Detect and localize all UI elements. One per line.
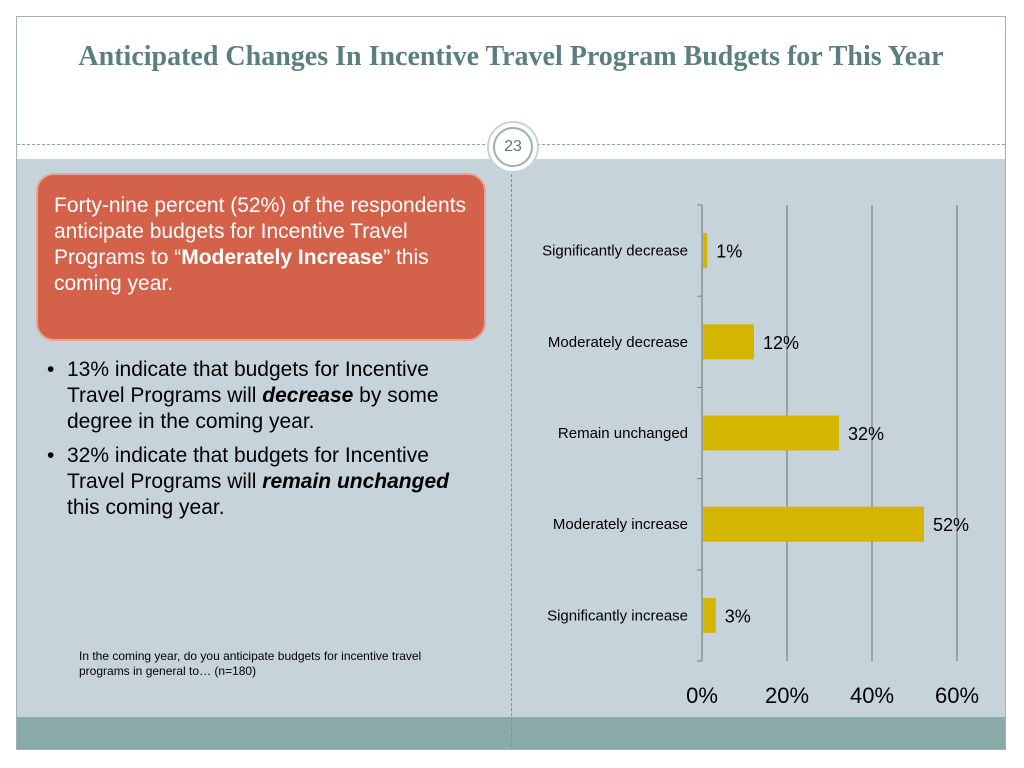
- chart-svg: Significantly decrease 1% Moderately decre…: [542, 204, 979, 708]
- bullet-text: 13% indicate that budgets for Incentive …: [67, 358, 429, 407]
- callout-text-after: ” this coming year.: [54, 246, 429, 295]
- x-tick-label: 20%: [765, 683, 809, 708]
- x-tick-label: 40%: [850, 683, 894, 708]
- category-label: Moderately decrease: [548, 334, 688, 351]
- bullet-marker: •: [47, 358, 55, 381]
- category-label: Moderately increase: [553, 516, 688, 533]
- data-label: 3%: [725, 606, 751, 626]
- bullet-text-after: this coming year.: [67, 496, 225, 519]
- slide: Anticipated Changes In Incentive Travel …: [16, 16, 1006, 750]
- category-label: Remain unchanged: [558, 425, 688, 442]
- bar: [703, 233, 708, 269]
- slide-title: Anticipated Changes In Incentive Travel …: [78, 41, 944, 72]
- x-tick-label: 60%: [935, 683, 979, 708]
- callout-text-before: Forty-nine percent (52%) of the responde…: [54, 194, 467, 269]
- bullet-emphasis: remain unchanged: [262, 470, 449, 493]
- bullet-item: • 13% indicate that budgets for Incentiv…: [47, 357, 467, 435]
- bullet-item: • 32% indicate that budgets for Incentiv…: [47, 443, 467, 521]
- category-label: Significantly decrease: [542, 243, 688, 260]
- callout-bold: Moderately Increase: [181, 246, 384, 269]
- data-label: 52%: [933, 515, 969, 535]
- bar: [703, 324, 754, 360]
- bar-chart: Significantly decrease 1% Moderately decre…: [511, 159, 1005, 717]
- bar: [703, 415, 839, 451]
- bar: [703, 506, 924, 542]
- callout-box: Forty-nine percent (52%) of the responde…: [36, 173, 486, 341]
- column-divider: [511, 159, 512, 749]
- data-label: 32%: [848, 424, 884, 444]
- bullet-list: • 13% indicate that budgets for Incentiv…: [47, 357, 467, 529]
- survey-question-note: In the coming year, do you anticipate bu…: [79, 649, 422, 678]
- data-label: 12%: [763, 333, 799, 353]
- data-label: 1%: [716, 242, 742, 262]
- bullet-text-after: by some degree in the coming year.: [67, 384, 439, 433]
- page-number: 23: [493, 127, 533, 167]
- category-label: Significantly increase: [547, 607, 688, 624]
- bullet-text: 32% indicate that budgets for Incentive …: [67, 444, 429, 493]
- bar: [703, 597, 716, 633]
- bullet-emphasis: decrease: [262, 384, 354, 407]
- x-tick-label: 0%: [686, 683, 718, 708]
- page-number-badge: 23: [487, 121, 539, 173]
- bullet-marker: •: [47, 444, 55, 467]
